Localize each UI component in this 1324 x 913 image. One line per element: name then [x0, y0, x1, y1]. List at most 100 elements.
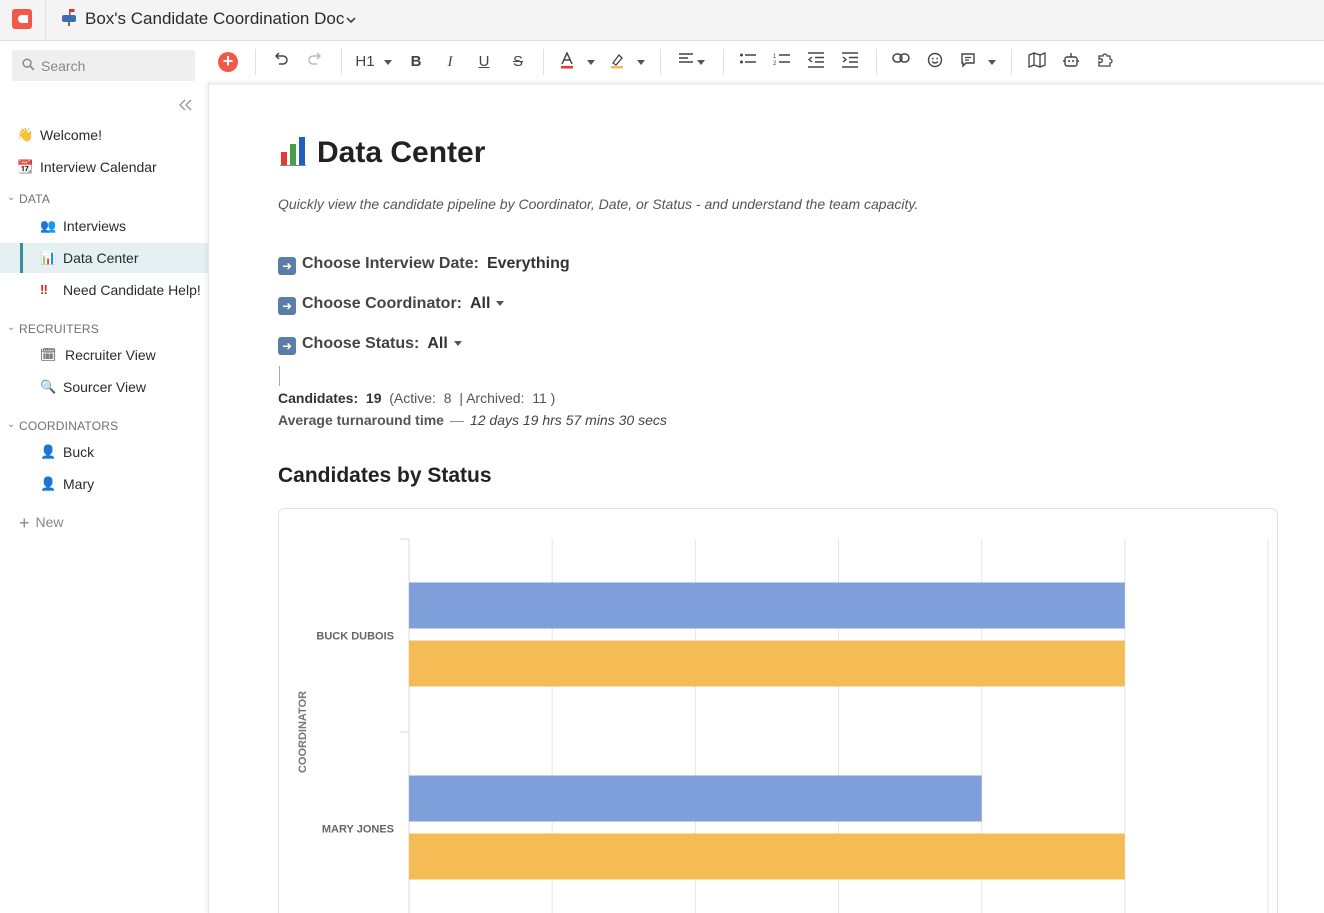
turnaround-stats: Average turnaround time — 12 days 19 hrs 5… [278, 412, 667, 428]
title-bar: Box's Candidate Coordination Doc [0, 0, 1324, 41]
search-input[interactable]: Search [12, 50, 195, 81]
link-icon[interactable] [890, 52, 912, 72]
chevron-down-icon[interactable] [988, 60, 996, 65]
heading-style-button[interactable]: H1 [355, 53, 375, 70]
bar-chart-icon [279, 136, 307, 166]
turnaround-value: 12 days 19 hrs 57 mins 30 secs [469, 412, 667, 428]
chevron-down-icon[interactable] [637, 60, 645, 65]
calendar-pad-icon: 🗓 [40, 347, 57, 362]
control-coordinator: ➜ Choose Coordinator: All [278, 295, 505, 315]
toolbar-divider [660, 49, 661, 75]
control-interview-date: ➜ Choose Interview Date: Everything [278, 255, 570, 275]
sidebar-item-need-candidate-help[interactable]: ‼ Need Candidate Help! [0, 275, 208, 305]
right-arrow-icon: ➜ [278, 337, 296, 355]
sidebar-item-label: Welcome! [40, 127, 102, 143]
puzzle-icon[interactable] [1094, 52, 1116, 72]
candidates-by-status-chart: BUCK DUBOIS MARY JONES COORDINATOR [297, 538, 1269, 913]
control-status: ➜ Choose Status: All [278, 335, 462, 355]
indent-icon[interactable] [839, 52, 861, 72]
interview-date-select[interactable]: Everything [486, 255, 570, 272]
strikethrough-icon[interactable]: S [512, 53, 523, 70]
archived-label: | Archived: [459, 390, 525, 406]
coordinator-select[interactable]: All [470, 295, 491, 312]
sidebar-item-interviews[interactable]: 👥 Interviews [0, 211, 208, 241]
category-label: BUCK DUBOIS [316, 631, 394, 643]
align-left-icon[interactable] [675, 52, 697, 72]
add-icon[interactable]: + [218, 52, 238, 72]
bar [409, 833, 1125, 880]
chart-card: BUCK DUBOIS MARY JONES COORDINATOR [278, 508, 1278, 913]
right-arrow-icon: ➜ [278, 257, 296, 275]
chevron-down-icon[interactable] [697, 60, 705, 65]
collapse-sidebar-icon[interactable] [179, 98, 193, 116]
double-exclamation-icon: ‼ [40, 282, 48, 297]
sidebar-item-recruiter-view[interactable]: 🗓 Recruiter View [0, 340, 208, 370]
calendar-icon: 📆 [17, 159, 34, 174]
toolbar-divider [543, 49, 544, 75]
toolbar-divider [723, 49, 724, 75]
search-icon [22, 58, 35, 71]
chevron-down-icon[interactable] [587, 60, 595, 65]
sidebar-item-label: Data Center [63, 250, 139, 266]
waving-hand-icon: 👋 [17, 127, 34, 142]
bold-icon[interactable]: B [410, 53, 422, 70]
redo-icon[interactable] [304, 52, 326, 72]
chevron-down-icon[interactable] [453, 341, 462, 346]
active-label: (Active: [389, 390, 436, 406]
mailbox-icon [62, 9, 76, 26]
chevron-down-icon[interactable] [496, 301, 505, 306]
sidebar-item-sourcer-view[interactable]: 🔍 Sourcer View [0, 372, 208, 402]
section-title: COORDINATORS [19, 419, 119, 433]
doc-title[interactable]: Box's Candidate Coordination Doc [85, 9, 345, 28]
turnaround-label: Average turnaround time [278, 412, 444, 428]
undo-icon[interactable] [270, 52, 292, 72]
archived-count: 11 [532, 390, 547, 406]
sidebar-item-label: Interview Calendar [40, 159, 157, 175]
outdent-icon[interactable] [805, 52, 827, 72]
underline-icon[interactable]: U [478, 53, 490, 70]
sidebar-item-mary[interactable]: 👤 Mary [0, 469, 208, 499]
sidebar-item-data-center[interactable]: 📊 Data Center [0, 243, 208, 273]
candidate-stats: Candidates: 19 (Active: 8 | Archived: 11… [278, 390, 555, 406]
control-label: Choose Status: [302, 335, 420, 352]
comment-icon[interactable] [957, 52, 979, 72]
chevron-down-icon[interactable] [346, 13, 356, 27]
map-icon[interactable] [1026, 52, 1048, 72]
sidebar-item-interview-calendar[interactable]: 📆 Interview Calendar [0, 152, 208, 182]
sidebar-item-label: Recruiter View [65, 347, 156, 363]
bar [409, 582, 1125, 629]
text-color-icon[interactable] [556, 52, 578, 72]
sidebar-item-welcome[interactable]: 👋 Welcome! [0, 120, 208, 150]
svg-text:2: 2 [773, 61, 777, 66]
robot-icon[interactable] [1060, 52, 1082, 72]
svg-text:1: 1 [773, 54, 777, 60]
person-icon: 👤 [40, 444, 57, 459]
sidebar-item-label: Mary [63, 476, 95, 492]
page-title: Data Center [317, 136, 486, 169]
right-arrow-icon: ➜ [278, 297, 296, 315]
sidebar-item-buck[interactable]: 👤 Buck [0, 437, 208, 467]
sidebar: Search 👋 Welcome! 📆 Interview Calendar ⌄… [0, 41, 208, 913]
emoji-icon[interactable] [924, 52, 946, 72]
toolbar-divider [255, 49, 256, 75]
sidebar-item-label: Need Candidate Help! [63, 282, 201, 298]
status-select[interactable]: All [427, 335, 448, 352]
chevron-down-icon[interactable] [384, 60, 392, 65]
bulleted-list-icon[interactable] [737, 52, 759, 72]
page-subtitle: Quickly view the candidate pipeline by C… [278, 196, 919, 212]
app-logo-icon[interactable] [12, 9, 32, 29]
control-label: Choose Interview Date: [302, 255, 479, 272]
highlight-icon[interactable] [606, 52, 628, 72]
new-page-button[interactable]: + New [19, 513, 64, 534]
chevron-down-icon: ⌄ [7, 322, 16, 333]
title-bar-divider [45, 0, 46, 41]
chevron-down-icon: ⌄ [7, 192, 16, 203]
control-label: Choose Coordinator: [302, 295, 462, 312]
italic-icon[interactable]: I [447, 54, 453, 70]
candidates-label: Candidates: [278, 390, 359, 406]
sidebar-item-label: Sourcer View [63, 379, 147, 395]
active-count: 8 [443, 390, 452, 406]
person-icon: 👤 [40, 476, 57, 491]
